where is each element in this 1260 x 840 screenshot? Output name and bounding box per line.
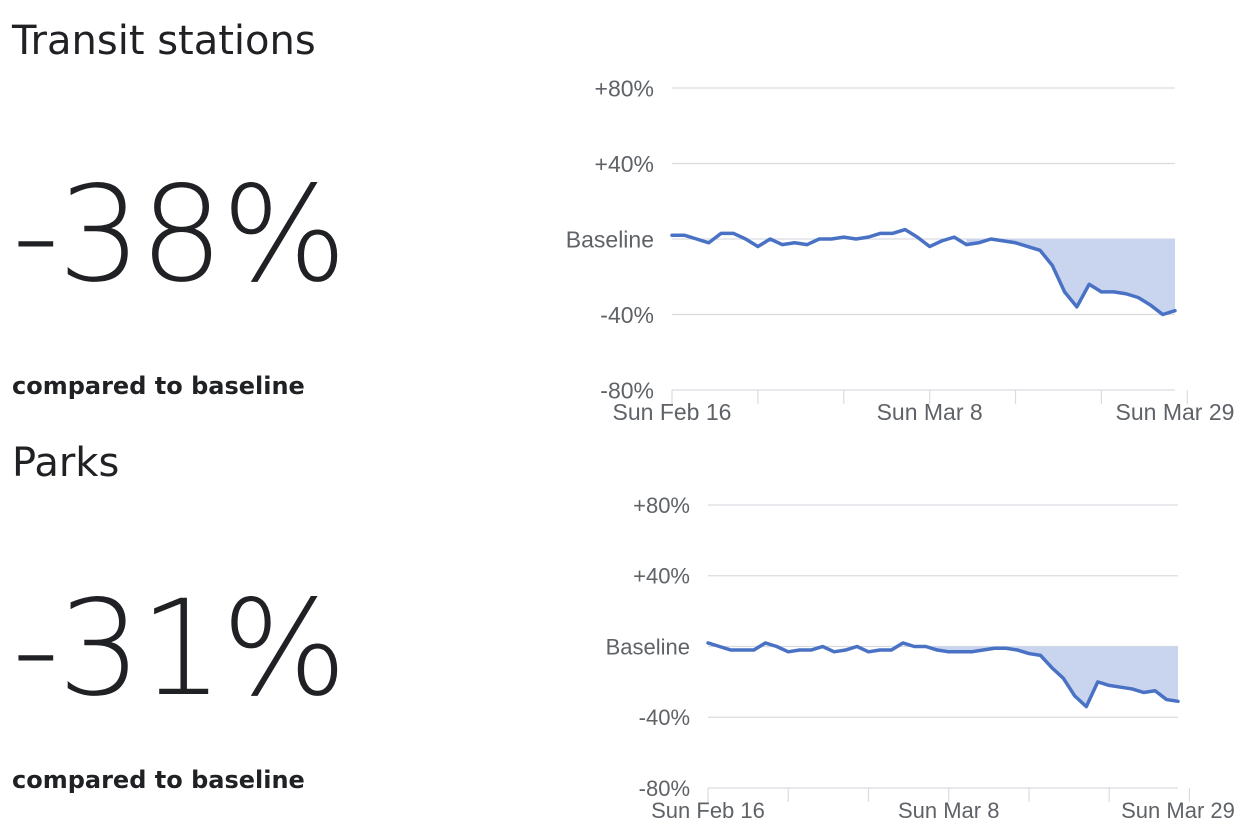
y-tick-label: -40% <box>639 705 690 730</box>
series-line <box>706 641 1180 709</box>
y-tick-label: +40% <box>595 151 654 177</box>
x-tick-label: Sun Mar 8 <box>877 399 983 425</box>
change-percentage: -31% <box>12 572 347 726</box>
below-baseline-area <box>966 239 1175 315</box>
y-tick-label: Baseline <box>566 226 654 252</box>
x-tick-label: Sun Feb 16 <box>613 399 732 425</box>
x-tick-label: Sun Mar 8 <box>898 798 1000 823</box>
category-title: Parks <box>12 440 120 486</box>
y-tick-label: +40% <box>633 564 690 589</box>
below-baseline-area <box>914 646 1178 707</box>
transit-stations-panel: Transit stations -38% compared to baseli… <box>12 18 1234 425</box>
category-title: Transit stations <box>12 18 316 64</box>
y-tick-label: -80% <box>639 776 690 801</box>
y-tick-label: +80% <box>595 75 654 101</box>
y-tick-label: -40% <box>600 302 654 328</box>
y-tick-label: Baseline <box>606 634 690 659</box>
series-line <box>670 227 1177 317</box>
compared-to-baseline-label: compared to baseline <box>12 372 305 400</box>
y-tick-label: +80% <box>633 493 690 518</box>
compared-to-baseline-label: compared to baseline <box>12 766 305 794</box>
y-tick-label: -80% <box>600 377 654 403</box>
x-tick-label: Sun Mar 29 <box>1116 399 1235 425</box>
x-tick-label: Sun Feb 16 <box>651 798 765 823</box>
x-tick-label: Sun Mar 29 <box>1121 798 1235 823</box>
transit-stations-chart: +80% +40% Baseline -40% -80%Sun Feb 16 Sun Ma… <box>566 75 1235 425</box>
change-percentage: -38% <box>12 158 347 312</box>
